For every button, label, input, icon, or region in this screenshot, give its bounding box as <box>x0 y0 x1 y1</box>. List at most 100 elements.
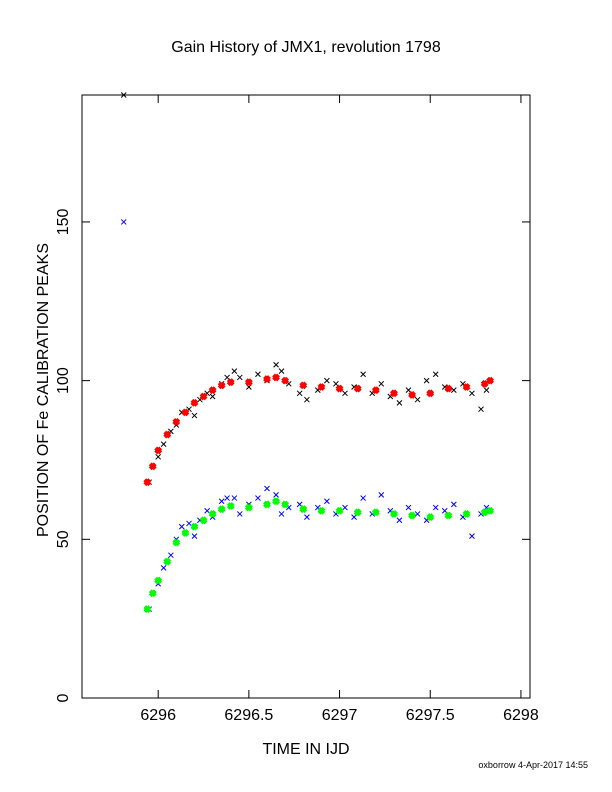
point <box>120 219 127 225</box>
footer: oxborrow 4-Apr-2017 14:55 <box>478 760 588 770</box>
point <box>143 478 152 487</box>
point <box>414 511 421 517</box>
point <box>426 389 435 398</box>
point <box>342 504 348 511</box>
point <box>120 92 127 98</box>
point <box>178 523 185 530</box>
point <box>426 513 435 522</box>
point <box>273 492 279 498</box>
y-tick-label: 50 <box>55 530 72 548</box>
point <box>263 500 271 509</box>
y-tick-label: 150 <box>55 209 72 236</box>
point <box>181 408 190 417</box>
point <box>378 492 385 498</box>
point <box>444 384 453 393</box>
point <box>163 430 172 439</box>
point <box>148 462 157 471</box>
point <box>299 505 308 514</box>
point <box>231 495 238 501</box>
point <box>148 589 157 598</box>
point <box>226 502 235 510</box>
point <box>335 506 344 515</box>
point <box>236 511 243 517</box>
point <box>324 498 330 505</box>
point <box>172 538 181 547</box>
point <box>304 396 310 403</box>
point <box>217 505 226 514</box>
point <box>272 497 280 506</box>
point <box>317 383 326 391</box>
point <box>244 503 253 512</box>
point <box>190 398 199 407</box>
point <box>450 387 457 394</box>
point <box>408 511 417 520</box>
point <box>450 501 457 508</box>
point <box>190 522 199 531</box>
point <box>226 378 235 387</box>
point <box>486 506 495 515</box>
point <box>236 374 243 381</box>
point <box>414 396 421 403</box>
point <box>160 441 167 447</box>
point <box>155 453 162 460</box>
point <box>462 510 471 518</box>
point <box>390 510 398 518</box>
point <box>172 417 181 426</box>
y-tick-label: 100 <box>55 367 72 394</box>
point <box>224 374 230 381</box>
point <box>199 392 208 401</box>
point <box>199 516 208 525</box>
point <box>163 557 172 566</box>
point <box>483 387 490 394</box>
point <box>353 508 362 517</box>
point <box>441 507 448 514</box>
point <box>204 507 211 514</box>
point <box>296 390 303 397</box>
point <box>478 406 484 413</box>
point <box>432 371 439 378</box>
point <box>378 380 385 387</box>
x-tick-label: 6297.5 <box>406 707 455 724</box>
point <box>432 504 439 511</box>
point <box>469 390 475 397</box>
x-tick-label: 6297 <box>322 707 358 724</box>
point <box>423 377 430 384</box>
point <box>405 387 412 394</box>
point <box>462 383 471 391</box>
point <box>405 504 412 511</box>
point <box>396 517 403 524</box>
point <box>255 371 261 378</box>
point <box>208 386 217 395</box>
point <box>408 390 417 399</box>
point <box>360 371 366 378</box>
point <box>160 565 167 571</box>
point <box>209 393 216 400</box>
point <box>444 511 453 520</box>
point <box>480 508 489 517</box>
point <box>324 377 330 384</box>
point <box>396 399 403 406</box>
point <box>154 576 163 585</box>
x-axis-label: TIME IN IJD <box>262 741 349 758</box>
point <box>342 390 348 397</box>
point <box>186 520 192 527</box>
x-tick-label: 6296.5 <box>224 707 273 724</box>
y-tick-label: 0 <box>55 693 72 702</box>
chart-title: Gain History of JMX1, revolution 1798 <box>171 39 441 56</box>
point <box>278 511 285 517</box>
point <box>218 498 225 505</box>
y-axis-label: POSITION OF Fe CALIBRATION PEAKS <box>35 243 52 537</box>
point <box>299 381 308 390</box>
point <box>353 384 362 393</box>
point <box>272 373 280 382</box>
point <box>231 368 238 374</box>
point <box>371 508 380 517</box>
point <box>317 506 326 515</box>
point <box>191 412 198 419</box>
point <box>255 495 261 501</box>
point <box>143 605 152 614</box>
point <box>168 552 174 559</box>
point <box>154 446 163 455</box>
point <box>273 361 279 368</box>
point <box>333 380 339 387</box>
